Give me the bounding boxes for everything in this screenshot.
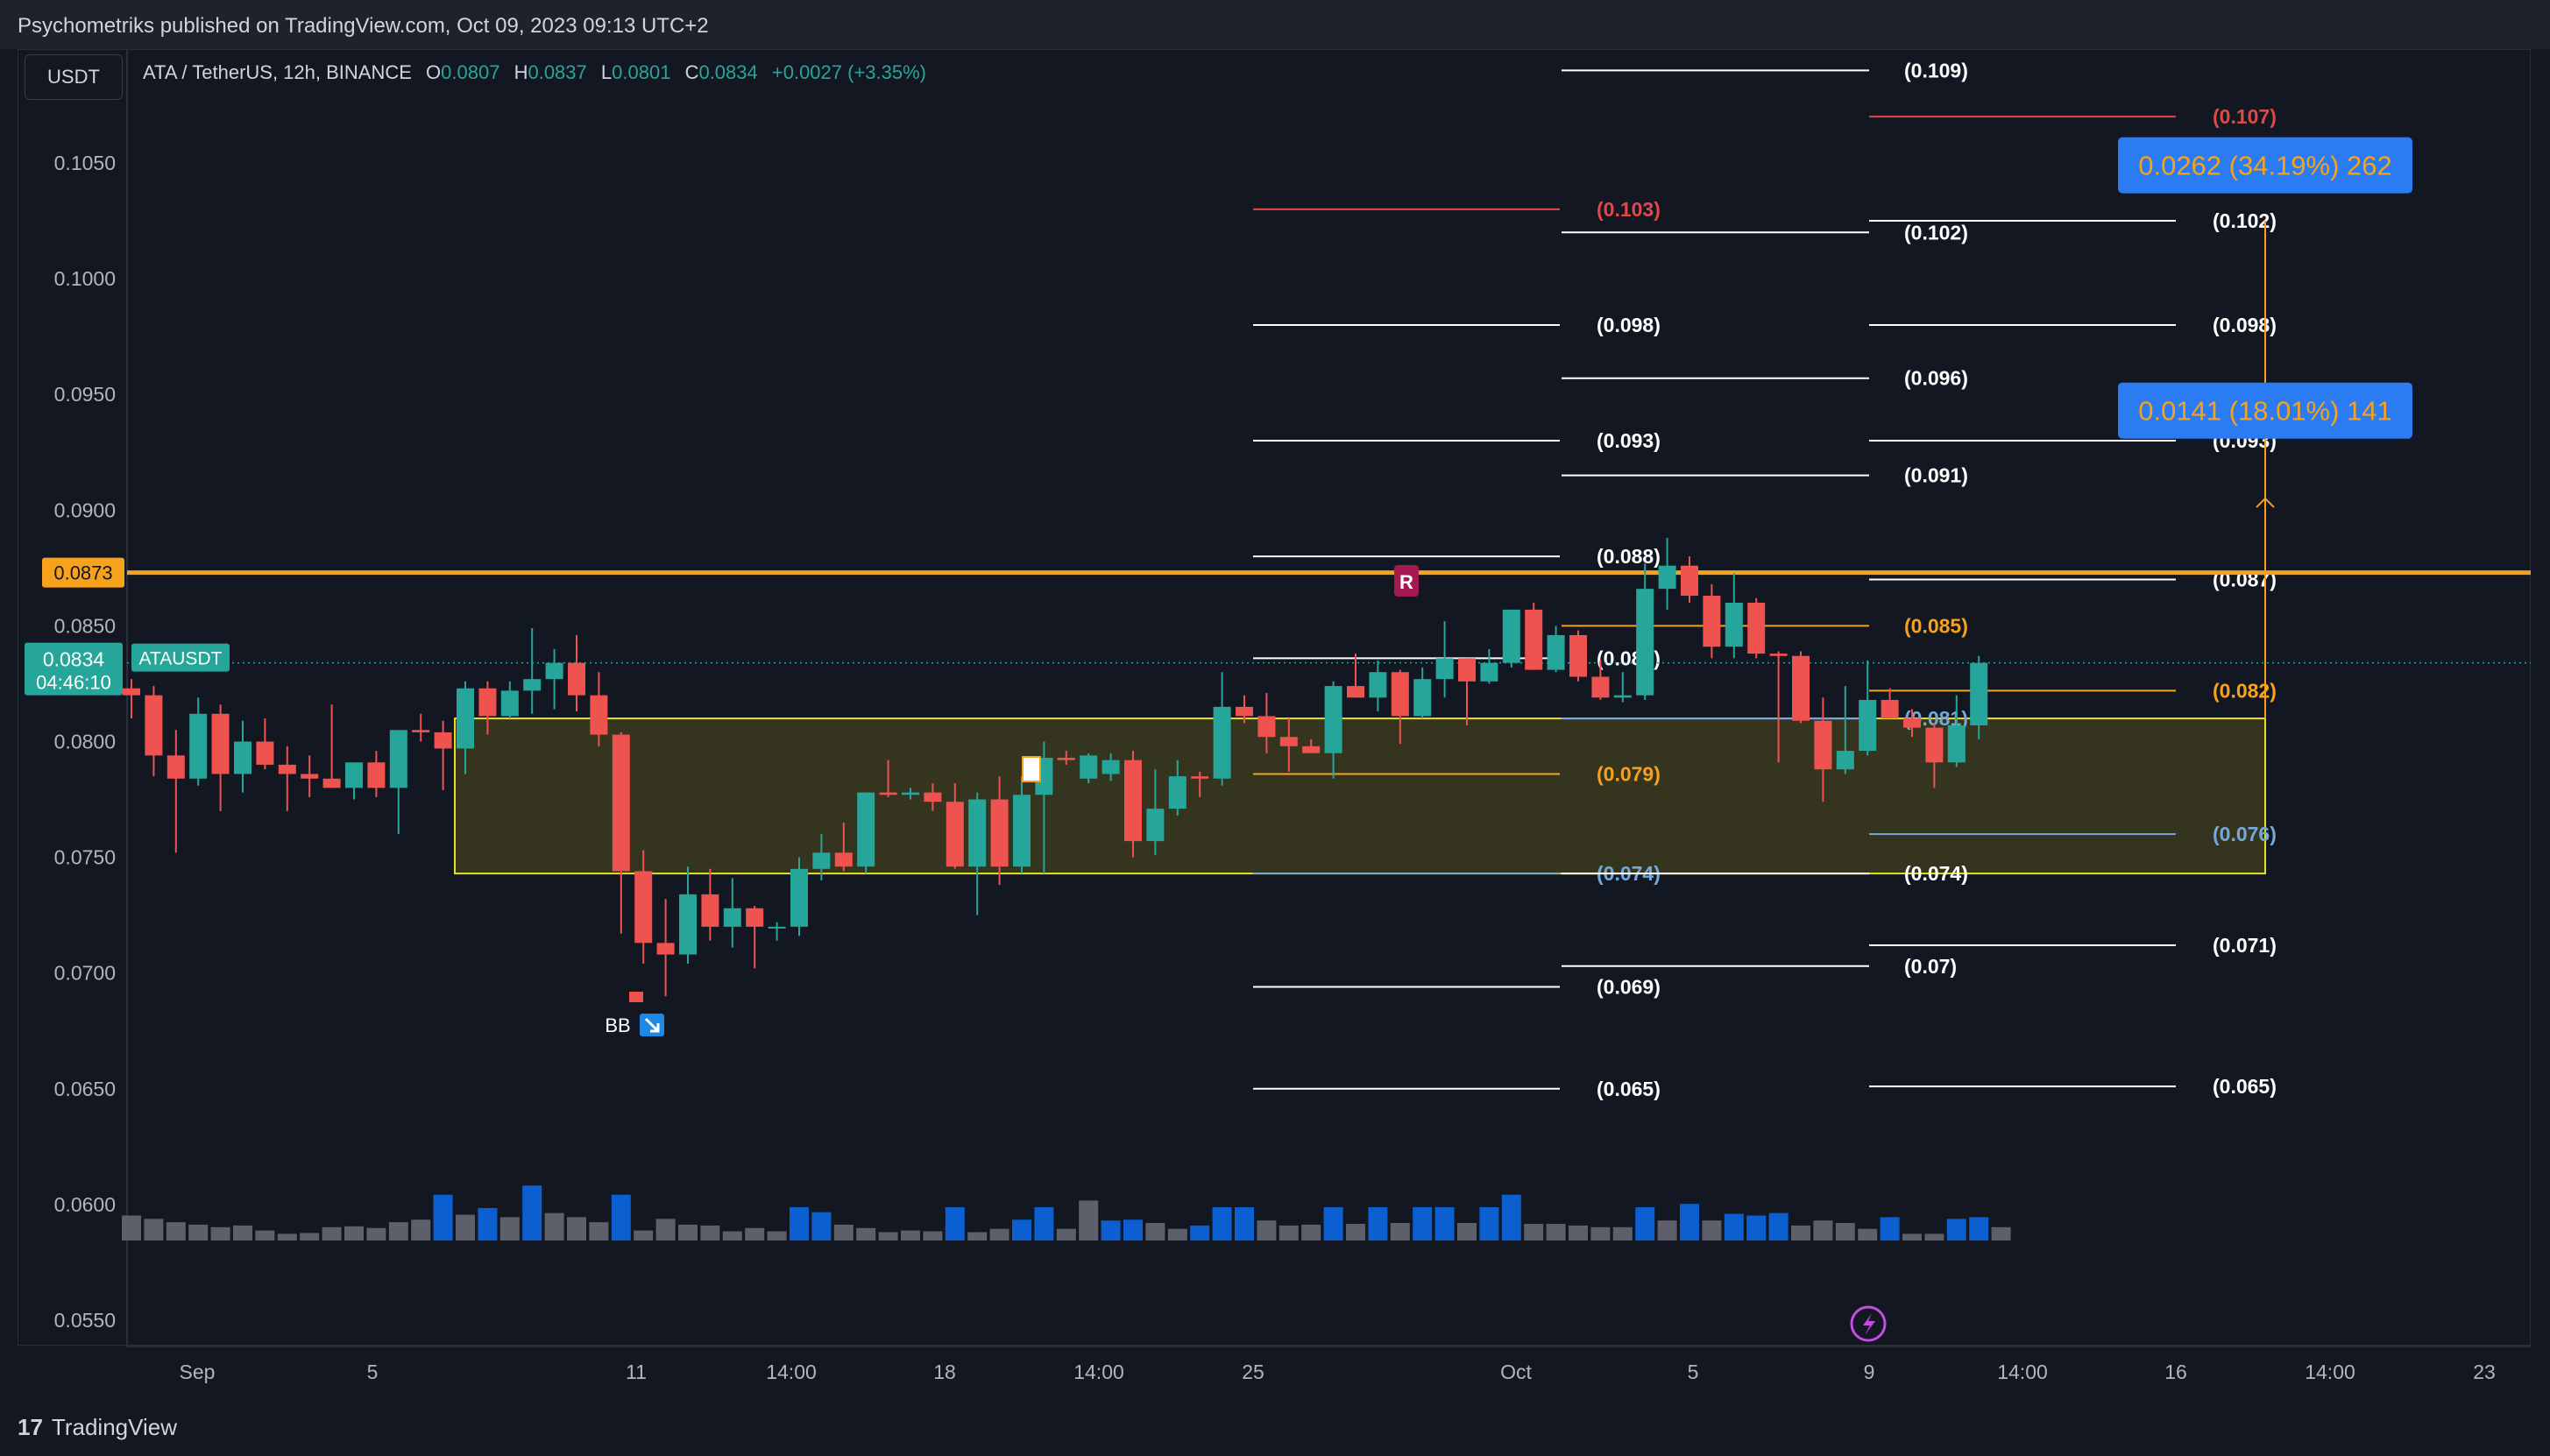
x-tick-label: 5 bbox=[367, 1361, 379, 1383]
legend-symbol[interactable]: ATA / TetherUS, 12h, BINANCE bbox=[143, 61, 412, 83]
x-tick-label: 11 bbox=[626, 1361, 647, 1383]
x-tick-label: 14:00 bbox=[766, 1361, 817, 1383]
legend-close-label: C bbox=[684, 61, 699, 83]
x-tick-label: 9 bbox=[1864, 1361, 1875, 1383]
chart-frame bbox=[18, 49, 2531, 1346]
tradingview-logo[interactable]: 17 TradingView bbox=[18, 1414, 177, 1441]
x-tick-label: 5 bbox=[1688, 1361, 1699, 1383]
x-tick-label: 16 bbox=[2164, 1361, 2187, 1383]
legend-low-value: 0.0801 bbox=[612, 61, 671, 83]
legend-open-label: O bbox=[426, 61, 442, 83]
x-tick-label: 14:00 bbox=[2305, 1361, 2355, 1383]
tradingview-mark-icon: 17 bbox=[18, 1414, 43, 1440]
x-tick-label: 14:00 bbox=[1997, 1361, 2048, 1383]
legend-close-value: 0.0834 bbox=[698, 61, 758, 83]
legend-high-value: 0.0837 bbox=[528, 61, 587, 83]
legend-high-label: H bbox=[514, 61, 528, 83]
chart-legend: ATA / TetherUS, 12h, BINANCE O0.0807 H0.… bbox=[143, 61, 926, 84]
x-tick-label: 18 bbox=[933, 1361, 956, 1383]
legend-open-value: 0.0807 bbox=[441, 61, 500, 83]
x-tick-label: 25 bbox=[1242, 1361, 1264, 1383]
legend-low-label: L bbox=[600, 61, 613, 83]
currency-button[interactable]: USDT bbox=[25, 54, 123, 100]
x-tick-label: 23 bbox=[2473, 1361, 2496, 1383]
x-tick-label: Oct bbox=[1500, 1361, 1532, 1383]
legend-change: +0.0027 (+3.35%) bbox=[771, 61, 927, 83]
x-tick-label: 14:00 bbox=[1073, 1361, 1124, 1383]
footer: 17 TradingView bbox=[0, 1395, 2550, 1456]
brand-name: TradingView bbox=[51, 1414, 177, 1440]
publish-header: Psychometriks published on TradingView.c… bbox=[0, 0, 2550, 49]
x-tick-label: Sep bbox=[180, 1361, 216, 1383]
